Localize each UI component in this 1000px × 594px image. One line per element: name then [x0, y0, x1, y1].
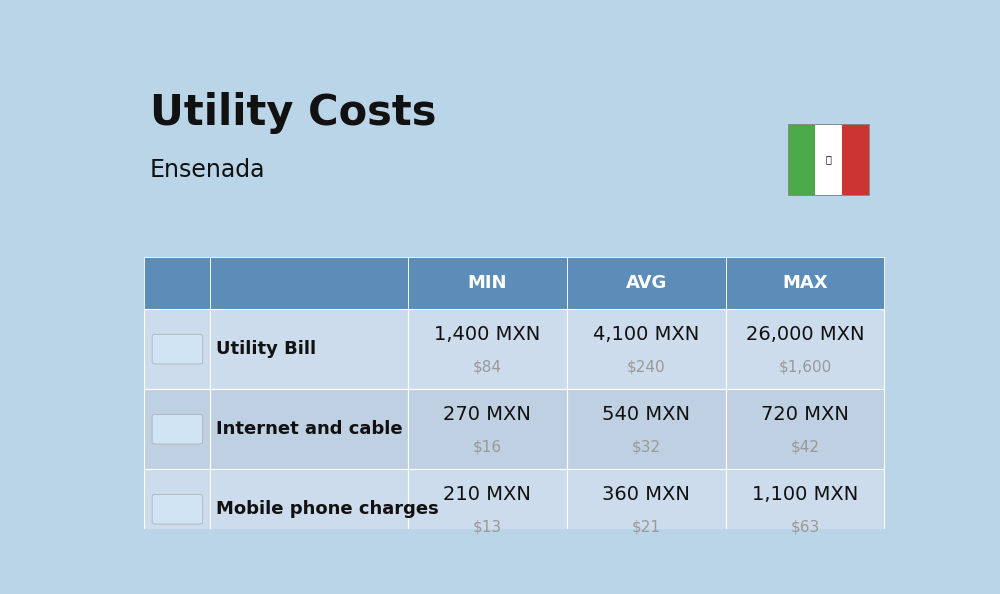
FancyBboxPatch shape [815, 124, 842, 195]
FancyBboxPatch shape [567, 389, 726, 469]
FancyBboxPatch shape [842, 124, 869, 195]
Text: 1,400 MXN: 1,400 MXN [434, 325, 540, 344]
FancyBboxPatch shape [788, 124, 815, 195]
Text: 720 MXN: 720 MXN [761, 405, 849, 424]
FancyBboxPatch shape [144, 309, 210, 389]
Text: 1,100 MXN: 1,100 MXN [752, 485, 858, 504]
FancyBboxPatch shape [210, 309, 408, 389]
Text: $63: $63 [790, 519, 820, 534]
Text: Internet and cable: Internet and cable [216, 420, 403, 438]
Text: MIN: MIN [468, 274, 507, 292]
Text: Ensenada: Ensenada [150, 158, 265, 182]
FancyBboxPatch shape [408, 309, 567, 389]
Text: 270 MXN: 270 MXN [443, 405, 531, 424]
Text: 26,000 MXN: 26,000 MXN [746, 325, 864, 344]
FancyBboxPatch shape [144, 257, 210, 309]
FancyBboxPatch shape [152, 494, 202, 524]
Text: Utility Costs: Utility Costs [150, 92, 436, 134]
FancyBboxPatch shape [567, 257, 726, 309]
FancyBboxPatch shape [144, 469, 210, 549]
FancyBboxPatch shape [210, 469, 408, 549]
Text: Mobile phone charges: Mobile phone charges [216, 500, 439, 518]
Text: $84: $84 [473, 359, 502, 374]
Text: $1,600: $1,600 [778, 359, 832, 374]
FancyBboxPatch shape [726, 389, 884, 469]
FancyBboxPatch shape [152, 334, 202, 364]
Text: $13: $13 [473, 519, 502, 534]
Text: MAX: MAX [782, 274, 828, 292]
FancyBboxPatch shape [726, 309, 884, 389]
Text: $21: $21 [632, 519, 661, 534]
Text: 360 MXN: 360 MXN [602, 485, 690, 504]
FancyBboxPatch shape [567, 309, 726, 389]
FancyBboxPatch shape [144, 389, 210, 469]
FancyBboxPatch shape [726, 469, 884, 549]
FancyBboxPatch shape [567, 469, 726, 549]
FancyBboxPatch shape [408, 469, 567, 549]
FancyBboxPatch shape [408, 257, 567, 309]
Text: Utility Bill: Utility Bill [216, 340, 317, 358]
FancyBboxPatch shape [210, 257, 408, 309]
Text: 🦅: 🦅 [825, 154, 831, 165]
FancyBboxPatch shape [152, 415, 202, 444]
FancyBboxPatch shape [210, 389, 408, 469]
FancyBboxPatch shape [726, 257, 884, 309]
FancyBboxPatch shape [408, 389, 567, 469]
Text: $32: $32 [632, 439, 661, 454]
Text: $42: $42 [791, 439, 820, 454]
Text: 210 MXN: 210 MXN [443, 485, 531, 504]
Text: 4,100 MXN: 4,100 MXN [593, 325, 699, 344]
Text: 540 MXN: 540 MXN [602, 405, 690, 424]
Text: $240: $240 [627, 359, 666, 374]
Text: AVG: AVG [626, 274, 667, 292]
Text: $16: $16 [473, 439, 502, 454]
